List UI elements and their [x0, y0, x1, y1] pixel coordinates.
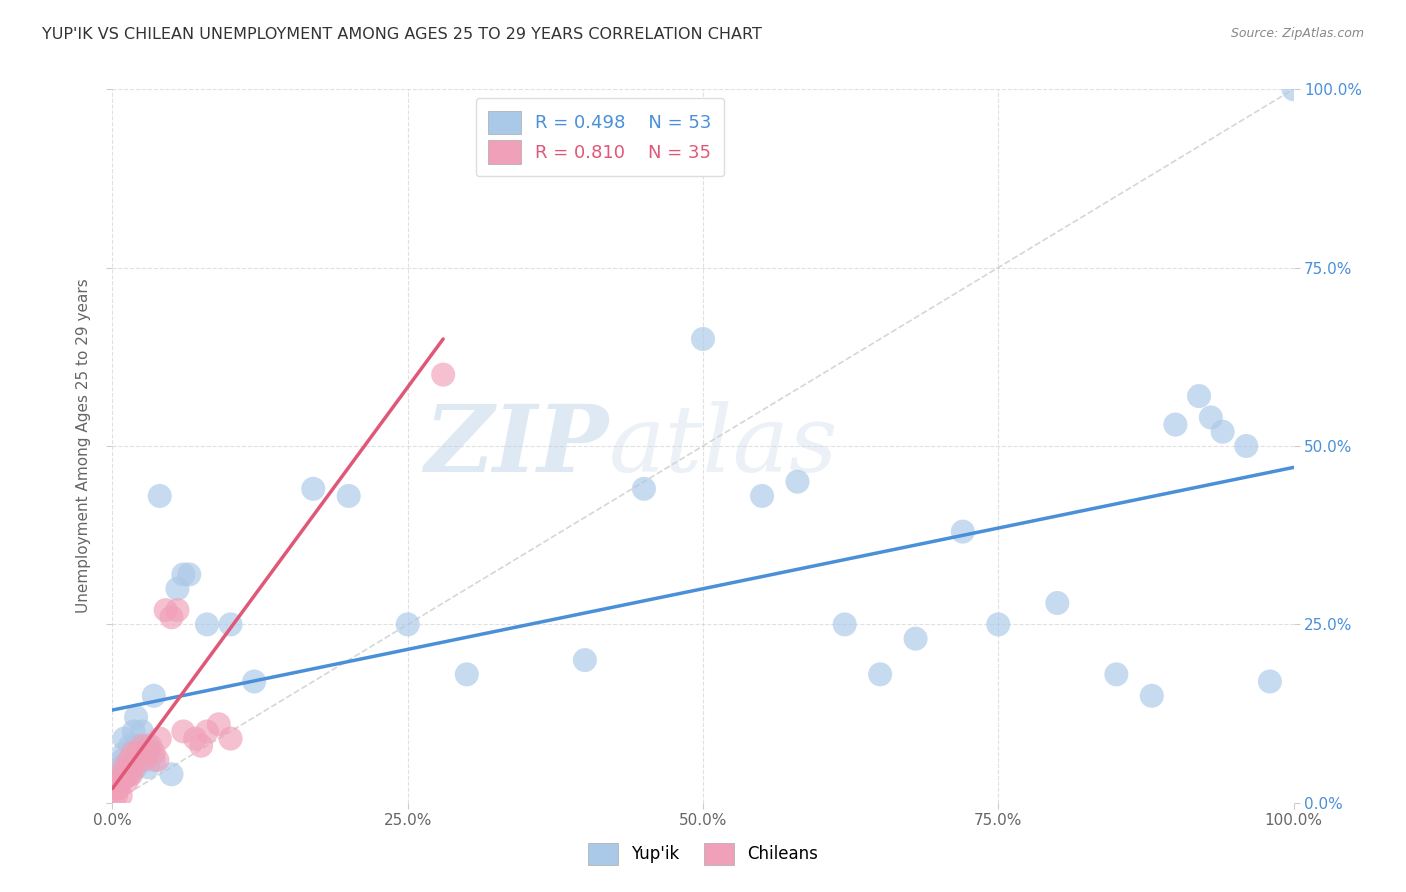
Point [125, 753, 148, 767]
Point [166, 582, 188, 596]
Point [110, 789, 132, 803]
Point [834, 617, 856, 632]
Point [1188, 389, 1211, 403]
Point [110, 760, 132, 774]
Point [115, 760, 138, 774]
Point [125, 739, 148, 753]
Point [115, 774, 138, 789]
Text: atlas: atlas [609, 401, 838, 491]
Point [1199, 410, 1222, 425]
Point [574, 653, 596, 667]
Point [179, 567, 201, 582]
Point [1105, 667, 1128, 681]
Point [112, 746, 135, 760]
Point [121, 746, 143, 760]
Point [112, 767, 135, 781]
Point [149, 731, 172, 746]
Point [108, 774, 131, 789]
Point [396, 617, 419, 632]
Point [120, 739, 142, 753]
Point [105, 781, 128, 796]
Text: ZIP: ZIP [425, 401, 609, 491]
Point [112, 731, 135, 746]
Point [142, 753, 165, 767]
Point [219, 617, 242, 632]
Point [692, 332, 714, 346]
Point [139, 739, 162, 753]
Point [111, 767, 134, 781]
Point [243, 674, 266, 689]
Point [195, 617, 218, 632]
Point [172, 724, 194, 739]
Point [107, 781, 129, 796]
Point [111, 771, 134, 785]
Point [142, 689, 165, 703]
Point [952, 524, 974, 539]
Point [131, 739, 153, 753]
Point [134, 753, 156, 767]
Point [107, 774, 129, 789]
Point [1140, 689, 1163, 703]
Point [136, 760, 159, 774]
Point [155, 603, 177, 617]
Point [125, 710, 148, 724]
Point [127, 746, 149, 760]
Point [302, 482, 325, 496]
Point [904, 632, 927, 646]
Point [122, 724, 145, 739]
Point [118, 753, 141, 767]
Point [120, 753, 142, 767]
Point [146, 753, 169, 767]
Point [160, 767, 183, 781]
Point [112, 771, 135, 785]
Point [160, 610, 183, 624]
Point [1258, 674, 1281, 689]
Point [166, 603, 188, 617]
Point [456, 667, 478, 681]
Point [1046, 596, 1069, 610]
Point [142, 746, 165, 760]
Point [195, 724, 218, 739]
Point [120, 760, 142, 774]
Point [125, 760, 148, 774]
Point [112, 771, 135, 785]
Y-axis label: Unemployment Among Ages 25 to 29 years: Unemployment Among Ages 25 to 29 years [76, 278, 91, 614]
Point [633, 482, 655, 496]
Point [987, 617, 1010, 632]
Point [131, 724, 153, 739]
Point [786, 475, 808, 489]
Point [184, 731, 207, 746]
Point [136, 746, 159, 760]
Point [172, 567, 194, 582]
Legend: Yup'ik, Chileans: Yup'ik, Chileans [579, 835, 827, 873]
Point [1164, 417, 1187, 432]
Point [122, 760, 145, 774]
Point [117, 767, 139, 781]
Text: YUP'IK VS CHILEAN UNEMPLOYMENT AMONG AGES 25 TO 29 YEARS CORRELATION CHART: YUP'IK VS CHILEAN UNEMPLOYMENT AMONG AGE… [42, 27, 762, 42]
Point [190, 739, 212, 753]
Point [869, 667, 891, 681]
Point [136, 739, 159, 753]
Point [112, 753, 135, 767]
Point [751, 489, 773, 503]
Point [1282, 82, 1305, 96]
Point [149, 489, 172, 503]
Point [112, 760, 135, 774]
Point [208, 717, 231, 731]
Point [1234, 439, 1257, 453]
Point [131, 753, 153, 767]
Point [105, 789, 128, 803]
Point [120, 767, 142, 781]
Point [219, 731, 242, 746]
Point [432, 368, 454, 382]
Point [337, 489, 360, 503]
Point [1212, 425, 1234, 439]
Text: Source: ZipAtlas.com: Source: ZipAtlas.com [1230, 27, 1364, 40]
Point [120, 767, 142, 781]
